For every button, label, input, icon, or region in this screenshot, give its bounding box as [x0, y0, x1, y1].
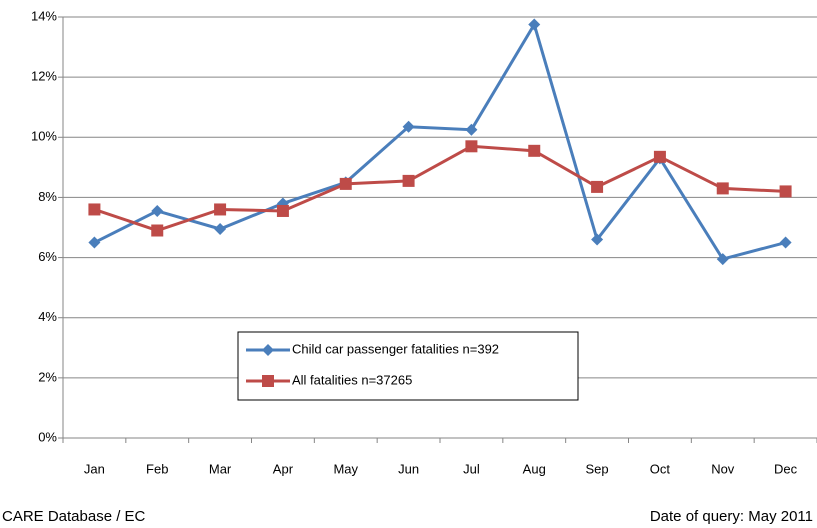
source: CARE Database / EC	[2, 508, 146, 525]
x-tick-label: Oct	[650, 461, 671, 476]
marker	[88, 236, 101, 249]
marker	[339, 177, 352, 190]
marker	[716, 182, 729, 195]
marker	[779, 236, 792, 249]
marker	[262, 344, 274, 356]
marker	[151, 224, 164, 237]
legend-label: All fatalities n=37265	[292, 372, 412, 387]
marker	[151, 204, 164, 217]
x-tick-label: May	[333, 461, 358, 476]
marker	[214, 223, 227, 236]
marker	[262, 375, 274, 387]
x-tick-label: Nov	[711, 461, 735, 476]
marker	[591, 180, 604, 193]
series-line	[93, 20, 786, 261]
marker	[276, 204, 289, 217]
marker	[465, 140, 478, 153]
x-tick-label: Jun	[398, 461, 419, 476]
marker	[402, 120, 415, 133]
x-tick-label: Jan	[84, 461, 105, 476]
series-line	[93, 144, 786, 233]
x-tick-label: Sep	[586, 461, 609, 476]
y-tick-label: 14%	[31, 8, 57, 23]
marker	[653, 150, 666, 163]
note: Date of query: May 2011	[650, 508, 813, 525]
y-tick-label: 8%	[38, 189, 57, 204]
y-tick-label: 2%	[38, 369, 57, 384]
y-tick-label: 4%	[38, 309, 57, 324]
legend	[237, 331, 579, 401]
marker	[716, 253, 729, 266]
marker	[214, 203, 227, 216]
marker	[528, 144, 541, 157]
x-tick-label: Apr	[273, 461, 294, 476]
x-tick-label: Dec	[774, 461, 798, 476]
x-tick-label: Aug	[523, 461, 546, 476]
marker	[402, 174, 415, 187]
marker	[465, 123, 478, 136]
marker	[528, 18, 541, 31]
y-tick-label: 10%	[31, 129, 57, 144]
y-tick-label: 6%	[38, 249, 57, 264]
legend-label: Child car passenger fatalities n=392	[292, 341, 499, 356]
x-tick-label: Jul	[463, 461, 480, 476]
marker	[779, 185, 792, 198]
marker	[88, 203, 101, 216]
x-tick-label: Feb	[146, 461, 168, 476]
x-tick-label: Mar	[209, 461, 232, 476]
y-tick-label: 12%	[31, 69, 57, 84]
marker	[591, 233, 604, 246]
y-tick-label: 0%	[38, 429, 57, 444]
